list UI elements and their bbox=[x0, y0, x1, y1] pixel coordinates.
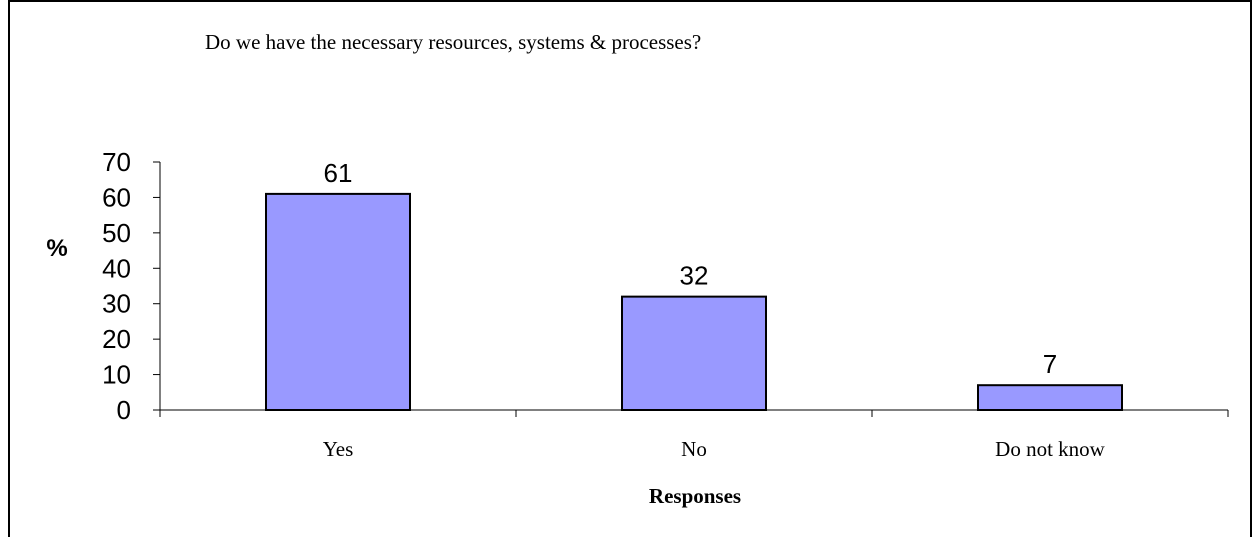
y-tick-label: 20 bbox=[102, 324, 131, 354]
category-label: Yes bbox=[323, 437, 354, 461]
bar-do-not-know bbox=[977, 384, 1123, 412]
chart-frame bbox=[8, 0, 1252, 537]
y-axis-title: % bbox=[46, 235, 67, 262]
category-labels: Yes No Do not know bbox=[323, 437, 1106, 461]
y-tick-label: 0 bbox=[117, 395, 131, 425]
y-tick-label: 40 bbox=[102, 253, 131, 283]
y-tick-label: 70 bbox=[102, 147, 131, 177]
data-labels: 61 32 7 bbox=[324, 158, 1058, 379]
x-ticks bbox=[159, 410, 1229, 417]
category-label: Do not know bbox=[995, 437, 1106, 461]
data-label: 61 bbox=[324, 158, 353, 188]
bars bbox=[265, 192, 1123, 412]
y-tick-label: 60 bbox=[102, 182, 131, 212]
y-tick-label: 30 bbox=[102, 289, 131, 319]
y-tick-label: 50 bbox=[102, 218, 131, 248]
x-axis-title: Responses bbox=[649, 484, 741, 508]
chart-title: Do we have the necessary resources, syst… bbox=[205, 30, 702, 54]
category-label: No bbox=[681, 437, 707, 461]
data-label: 32 bbox=[680, 261, 709, 291]
y-tick-label: 10 bbox=[102, 360, 131, 390]
bar-yes bbox=[265, 192, 411, 411]
bar-no bbox=[621, 295, 767, 411]
y-ticks: 0 10 20 30 40 50 60 70 bbox=[102, 147, 160, 425]
data-label: 7 bbox=[1043, 349, 1057, 379]
